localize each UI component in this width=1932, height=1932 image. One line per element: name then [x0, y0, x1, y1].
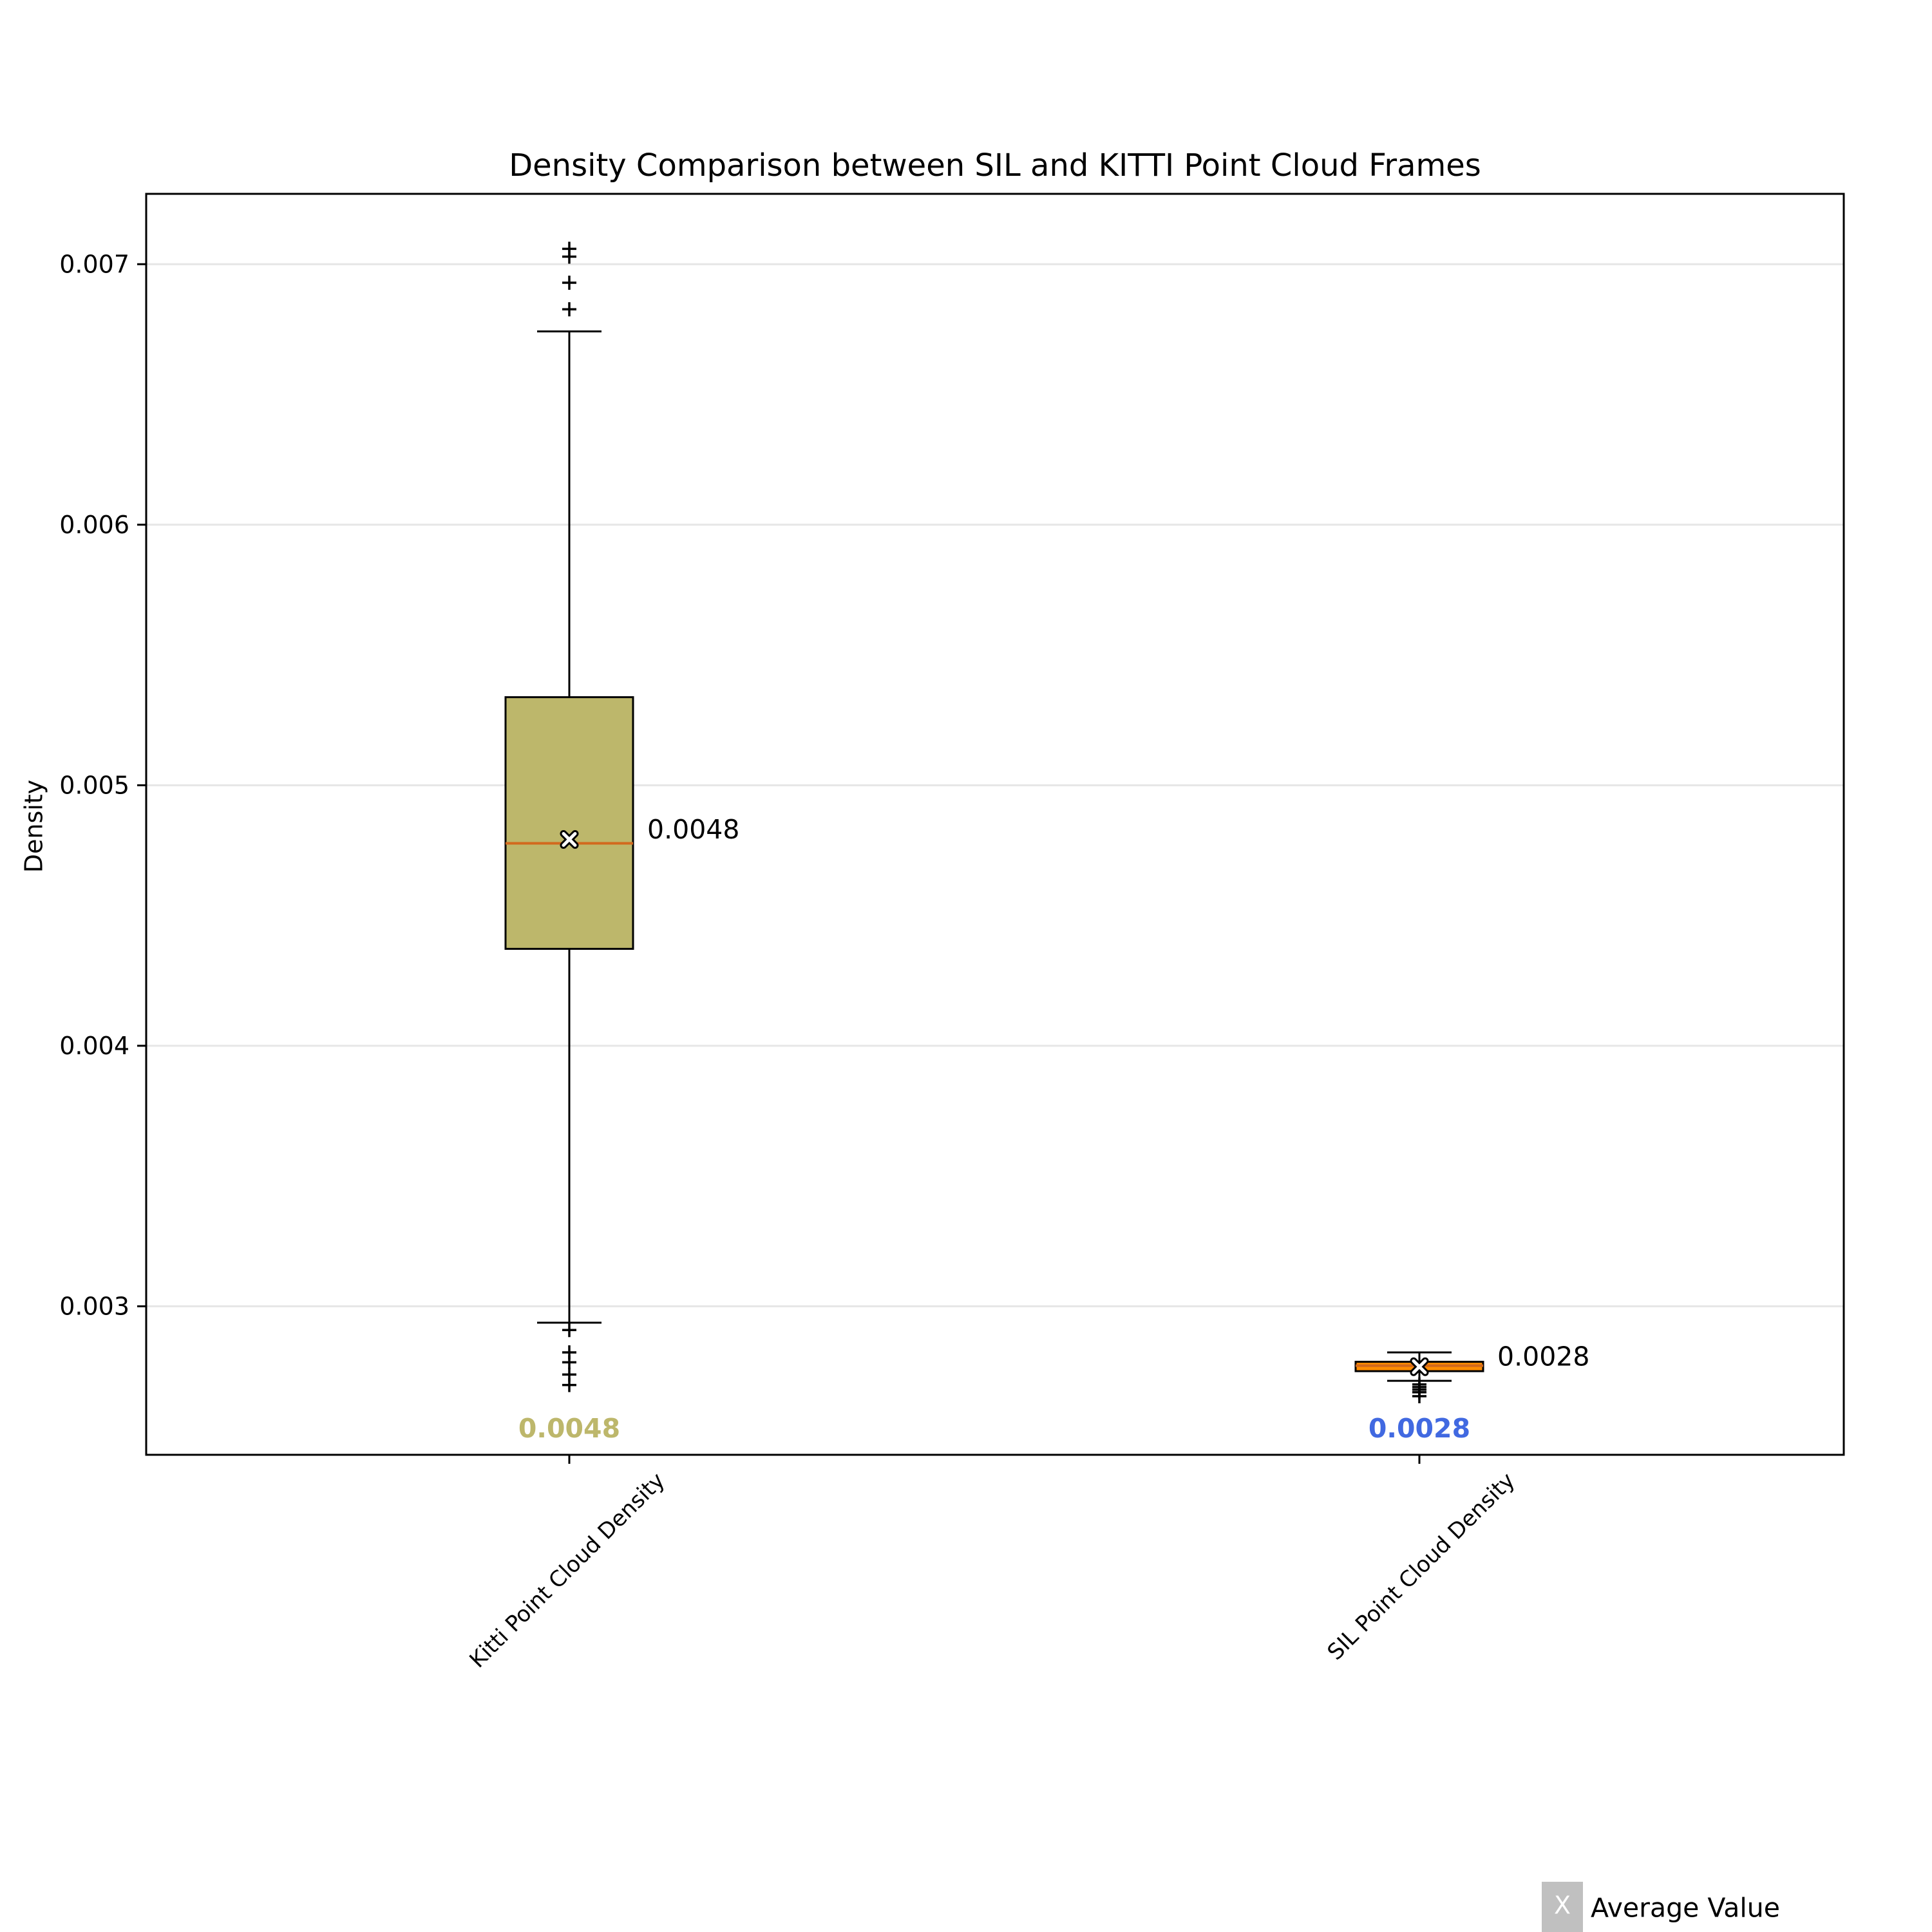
mean-marker [1412, 1359, 1427, 1374]
mean-value-bottom-label: 0.0028 [1368, 1413, 1470, 1444]
y-tick-label: 0.003 [59, 1293, 129, 1321]
outlier-point [562, 302, 576, 317]
y-tick-label: 0.004 [59, 1032, 129, 1060]
legend-label: Average Value [1591, 1892, 1780, 1923]
gridlines [146, 263, 1844, 1307]
mean-value-label: 0.0028 [1497, 1341, 1589, 1372]
outlier-point [562, 275, 576, 290]
box-plots: 0.0048 0.0048 0.0028 0.0028 [504, 242, 1589, 1444]
legend-marker-icon: X [1554, 1891, 1571, 1919]
outlier-point [1412, 1388, 1426, 1403]
mean-marker [562, 831, 577, 847]
box [504, 696, 634, 950]
box-group: 0.0048 0.0048 [504, 242, 739, 1444]
mean-value-label: 0.0048 [647, 814, 739, 845]
y-axis-label: Density [19, 780, 48, 873]
mean-value-bottom-label: 0.0048 [518, 1413, 620, 1444]
y-tick-label: 0.007 [59, 251, 129, 279]
y-axis: 0.003 0.004 0.005 0.006 0.007 [59, 251, 146, 1321]
y-tick-label: 0.006 [59, 511, 129, 539]
outlier-point [562, 1355, 576, 1370]
plot-frame [145, 193, 1845, 1456]
outlier-point [562, 249, 576, 264]
box-group: 0.0028 0.0028 [1354, 1341, 1589, 1444]
outlier-point [562, 1323, 576, 1338]
outlier-point [562, 1378, 576, 1392]
y-tick-label: 0.005 [59, 772, 129, 800]
chart-title: Density Comparison between SIL and KITTI… [509, 147, 1481, 184]
legend-marker-box [1542, 1882, 1583, 1932]
legend: X Average Value [1542, 1882, 1780, 1932]
